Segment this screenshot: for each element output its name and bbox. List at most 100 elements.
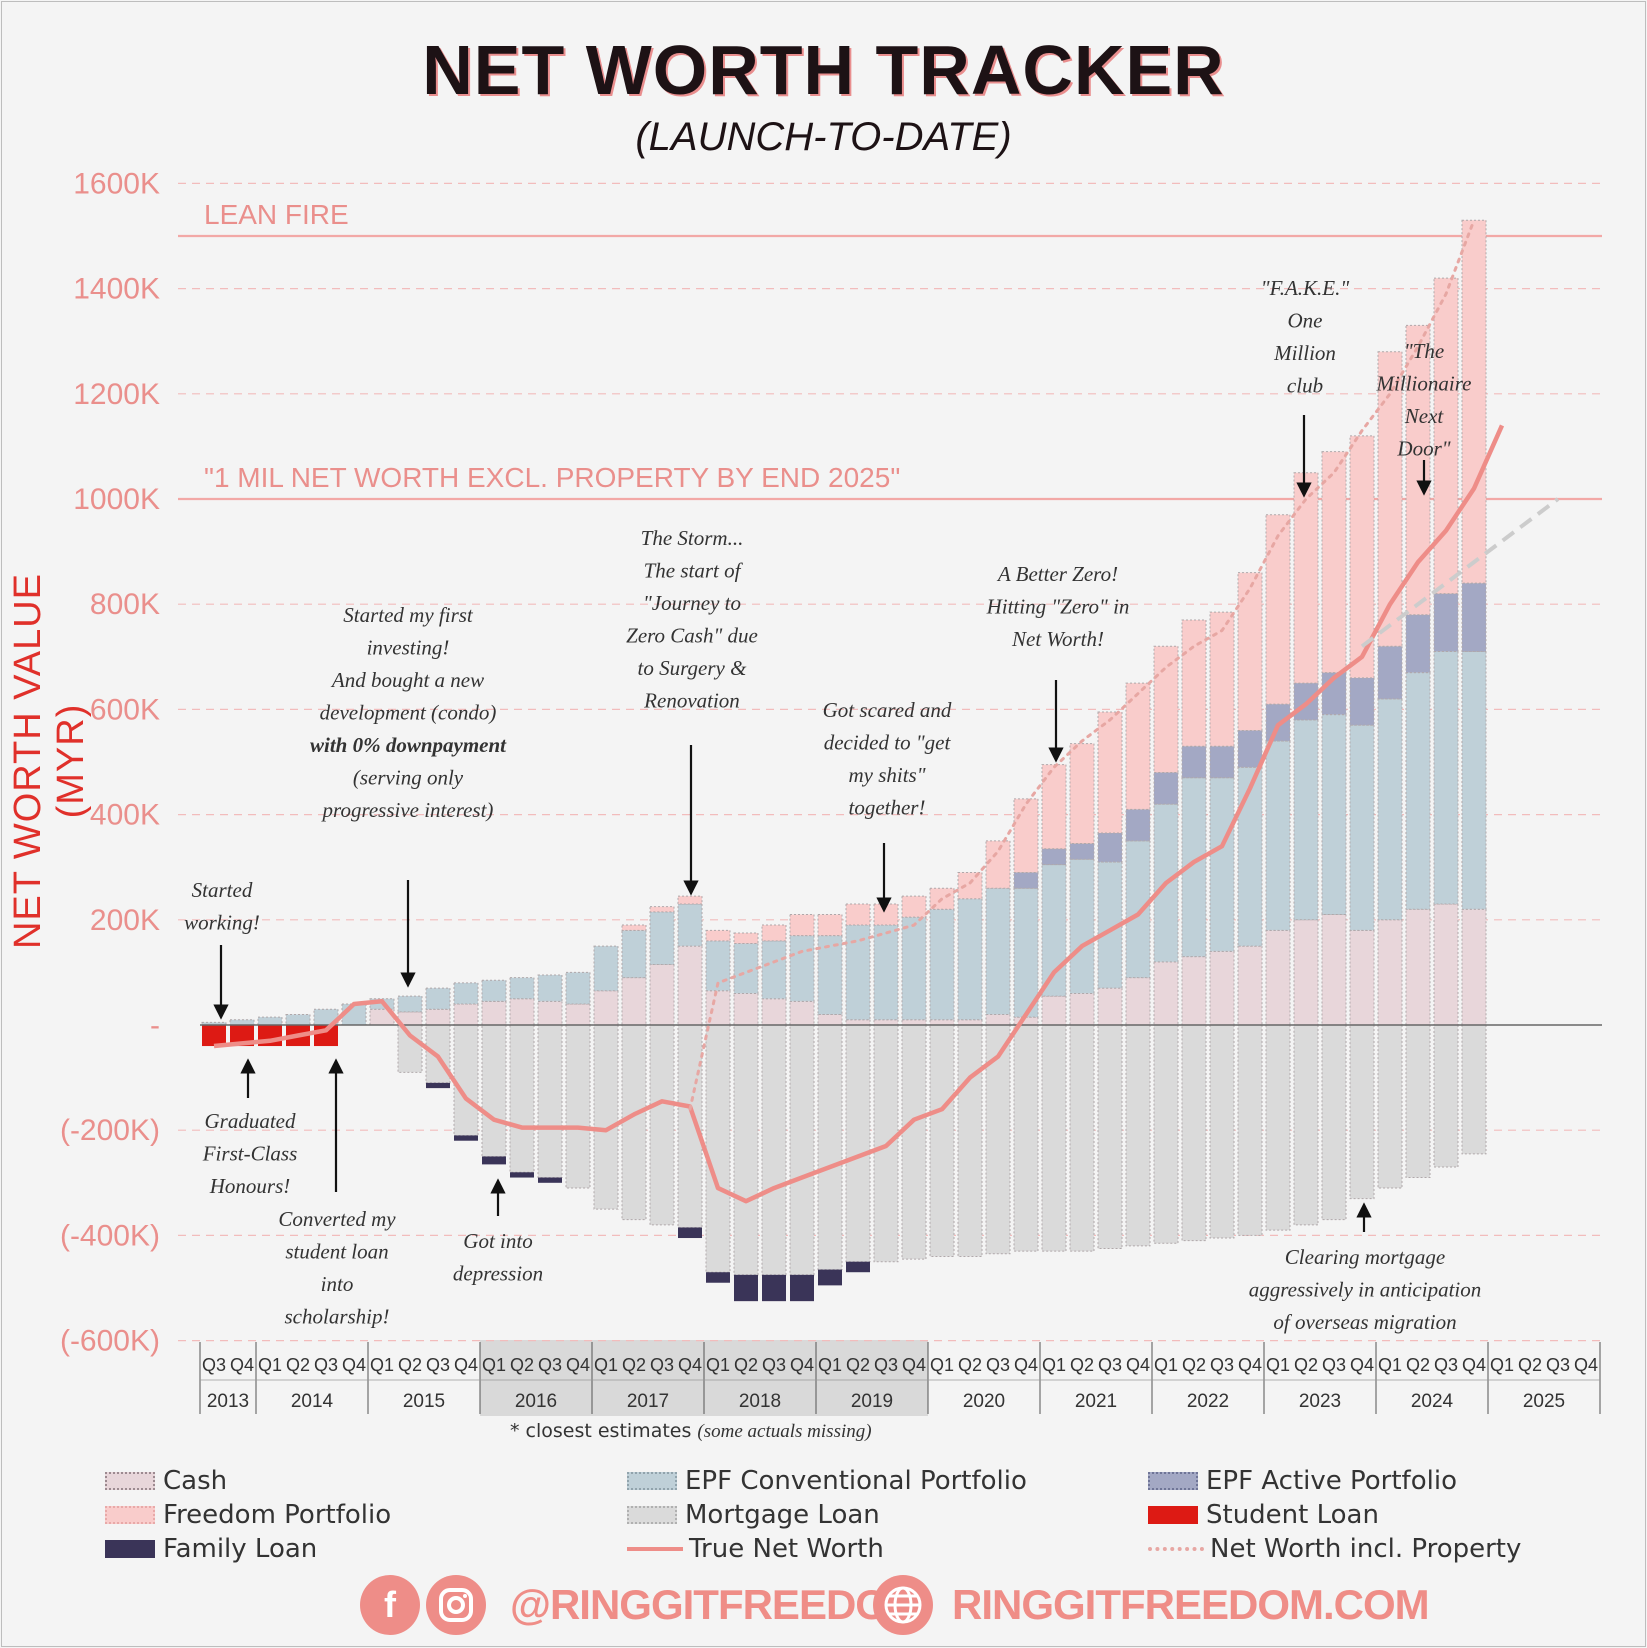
bar-segment bbox=[1433, 593, 1459, 653]
chart-subtitle: (LAUNCH-TO-DATE) bbox=[635, 115, 1012, 159]
x-tick-quarter: Q4 bbox=[902, 1355, 926, 1375]
bar-segment bbox=[929, 908, 955, 1021]
bar-segment bbox=[789, 914, 815, 937]
bar-segment bbox=[538, 1177, 562, 1183]
annotation-line: Renovation bbox=[643, 689, 740, 713]
annotation-line: working! bbox=[184, 911, 260, 935]
annotation-line: investing! bbox=[367, 636, 450, 660]
bar-segment bbox=[649, 906, 675, 913]
annotation-line: scholarship! bbox=[285, 1305, 390, 1329]
annotation-line: First-Class bbox=[202, 1142, 298, 1166]
y-tick-label: 1600K bbox=[73, 167, 160, 200]
bar-segment bbox=[1013, 887, 1039, 1018]
social-handle[interactable]: @RINGGITFREEDOM bbox=[510, 1581, 922, 1628]
bar-segment bbox=[649, 964, 675, 1026]
legend-swatch-epf-conventional bbox=[627, 1472, 677, 1490]
bar-segment bbox=[929, 1024, 955, 1257]
x-tick-quarter: Q3 bbox=[314, 1355, 338, 1375]
bar-segment bbox=[481, 1024, 507, 1157]
bar-segment bbox=[733, 932, 759, 944]
x-tick-year: 2019 bbox=[851, 1391, 893, 1412]
legend-swatch-true-net-worth bbox=[627, 1547, 683, 1551]
x-tick-quarter: Q3 bbox=[1098, 1355, 1122, 1375]
annotation-text: Got into depression bbox=[453, 1229, 543, 1286]
x-tick-year: 2015 bbox=[403, 1391, 445, 1412]
legend-swatch-net-worth-incl-property bbox=[1148, 1547, 1204, 1551]
facebook-icon[interactable]: f bbox=[360, 1575, 420, 1635]
legend-label-true-net-worth: True Net Worth bbox=[689, 1534, 884, 1564]
x-tick-quarter: Q2 bbox=[846, 1355, 870, 1375]
annotation-line: club bbox=[1287, 374, 1323, 398]
x-tick-quarter: Q3 bbox=[874, 1355, 898, 1375]
bar-segment bbox=[929, 1019, 955, 1026]
bar-segment bbox=[1461, 582, 1487, 653]
bar-segment bbox=[1209, 1024, 1235, 1239]
instagram-icon[interactable] bbox=[426, 1575, 486, 1635]
bar-segment bbox=[229, 1019, 255, 1026]
x-tick-quarter: Q2 bbox=[958, 1355, 982, 1375]
bar-segment bbox=[1125, 977, 1151, 1026]
legend-label-family-loan: Family Loan bbox=[163, 1534, 318, 1564]
line-true-net-worth bbox=[213, 424, 1505, 1204]
x-tick-quarter: Q1 bbox=[482, 1355, 506, 1375]
bar-segment bbox=[789, 935, 815, 1002]
bar-segment bbox=[985, 840, 1011, 889]
x-tick-quarter: Q2 bbox=[510, 1355, 534, 1375]
bar-segment bbox=[1013, 871, 1039, 889]
x-tick-quarter: Q3 bbox=[1322, 1355, 1346, 1375]
x-tick-year: 2018 bbox=[739, 1391, 781, 1412]
reference-line-label: LEAN FIRE bbox=[204, 199, 349, 230]
bar-segment bbox=[677, 895, 703, 905]
x-tick-quarter: Q3 bbox=[986, 1355, 1010, 1375]
annotation-line: together! bbox=[849, 796, 926, 820]
x-tick-quarter: Q2 bbox=[1518, 1355, 1542, 1375]
bar-segment bbox=[1349, 1024, 1375, 1200]
bar-segment bbox=[817, 914, 843, 937]
globe-icon[interactable] bbox=[873, 1575, 933, 1635]
x-tick-quarter: Q4 bbox=[1462, 1355, 1486, 1375]
x-tick-quarter: Q4 bbox=[566, 1355, 590, 1375]
annotation-line: of overseas migration bbox=[1273, 1310, 1456, 1334]
x-tick-year: 2016 bbox=[515, 1391, 557, 1412]
legend-label-epf-conventional: EPF Conventional Portfolio bbox=[685, 1466, 1027, 1496]
bar-segment bbox=[733, 1024, 759, 1276]
legend-item-cash: Cash bbox=[105, 1466, 227, 1496]
line-net-worth-incl-property bbox=[688, 218, 1476, 1111]
bar-segment bbox=[1293, 472, 1319, 684]
bar-segment bbox=[1153, 772, 1179, 805]
x-tick-quarter: Q4 bbox=[454, 1355, 478, 1375]
legend-swatch-epf-active bbox=[1148, 1472, 1198, 1490]
annotation-text: The Storm... The start of "Journey to Zero … bbox=[626, 526, 758, 713]
x-tick-quarter: Q3 bbox=[202, 1355, 226, 1375]
x-tick-quarter: Q1 bbox=[370, 1355, 394, 1375]
annotation-line: Got into bbox=[463, 1229, 532, 1253]
bar-segment bbox=[1153, 1024, 1179, 1244]
bar-segment bbox=[426, 1082, 450, 1089]
annotation-line: Door" bbox=[1396, 437, 1450, 461]
bar-segment bbox=[733, 942, 759, 994]
bar-segment bbox=[1013, 798, 1039, 873]
bar-segment bbox=[1293, 719, 1319, 921]
x-tick-quarter: Q3 bbox=[1434, 1355, 1458, 1375]
annotation-line: And bought a new bbox=[330, 668, 484, 692]
bar-segment bbox=[621, 977, 647, 1026]
bar-segment bbox=[285, 1013, 311, 1026]
bar-segment bbox=[1209, 950, 1235, 1026]
bar-segment bbox=[1461, 1024, 1487, 1155]
x-tick-quarter: Q1 bbox=[1154, 1355, 1178, 1375]
x-tick-quarter: Q3 bbox=[650, 1355, 674, 1375]
bar-segment bbox=[1041, 848, 1067, 866]
x-tick-year: 2021 bbox=[1075, 1391, 1117, 1412]
annotation-line: depression bbox=[453, 1262, 543, 1286]
bar-segment bbox=[1349, 677, 1375, 726]
bar-segment bbox=[1069, 992, 1095, 1026]
x-tick-quarter: Q1 bbox=[1042, 1355, 1066, 1375]
bar-segment bbox=[649, 1024, 675, 1226]
website-url[interactable]: RINGGITFREEDOM.COM bbox=[952, 1581, 1430, 1628]
legend-swatch-student-loan bbox=[1148, 1506, 1198, 1524]
x-tick-quarter: Q4 bbox=[230, 1355, 254, 1375]
bar-segment bbox=[1321, 451, 1347, 674]
x-tick-quarter: Q1 bbox=[1490, 1355, 1514, 1375]
x-tick-quarter: Q3 bbox=[762, 1355, 786, 1375]
bar-segment bbox=[985, 1013, 1011, 1026]
